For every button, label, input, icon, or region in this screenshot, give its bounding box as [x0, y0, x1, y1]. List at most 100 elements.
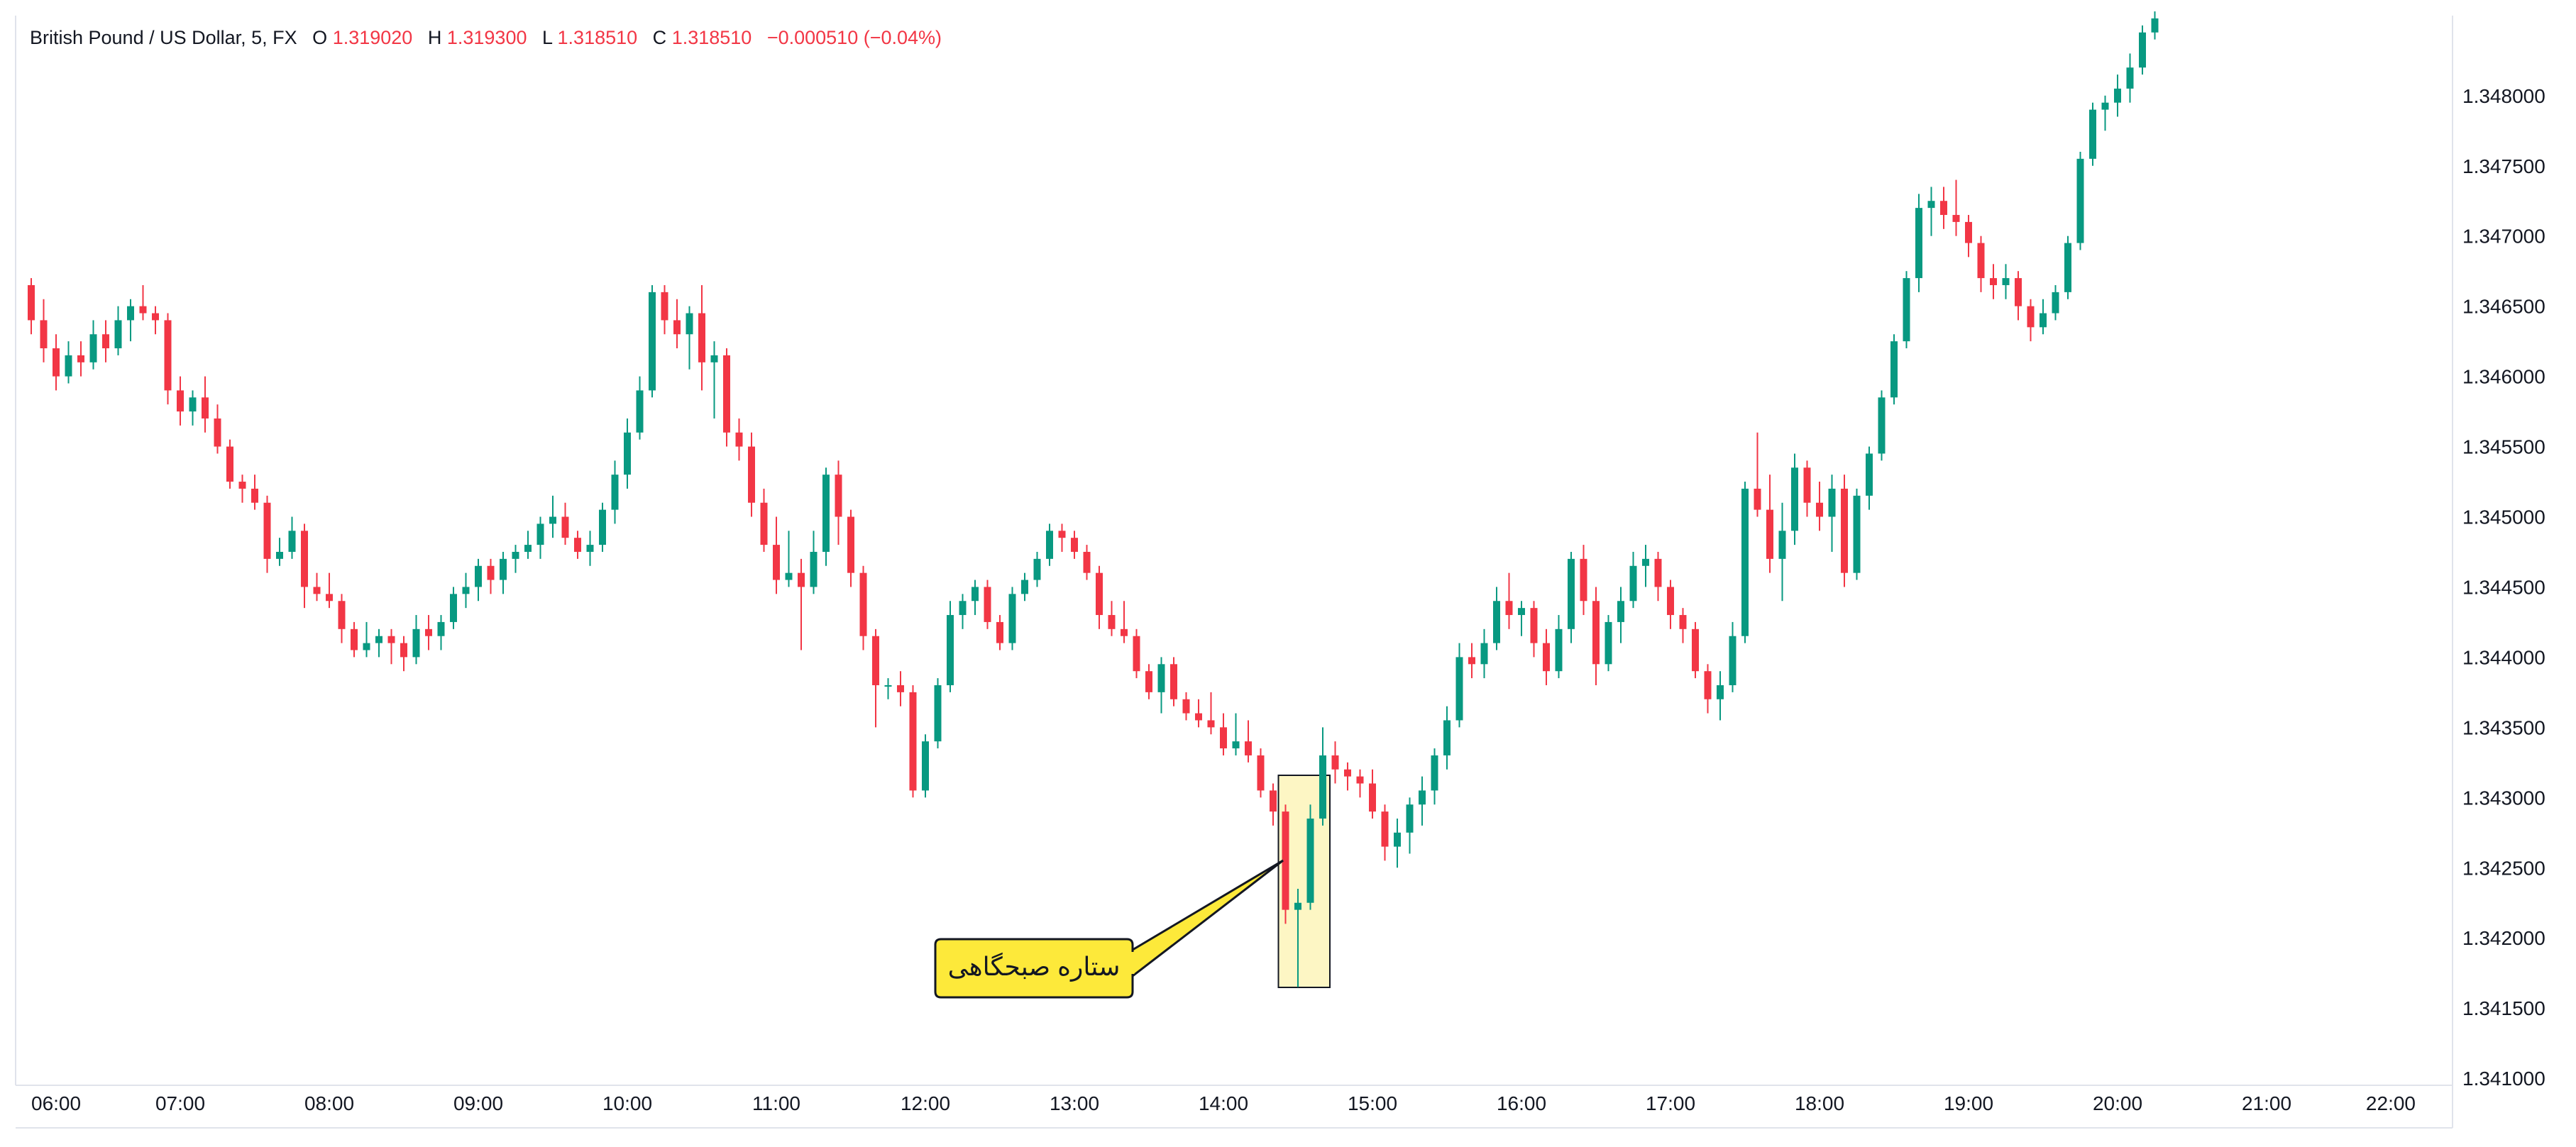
candle-body: [872, 636, 879, 685]
candle-body: [1791, 467, 1798, 531]
candle-body: [798, 572, 805, 587]
time-tick-label: 13:00: [1050, 1092, 1099, 1114]
candle: [114, 306, 122, 355]
candle: [1915, 194, 1922, 292]
price-axis[interactable]: 1.348000 1.347500 1.347000 1.346500 1.346000…: [2462, 85, 2545, 1090]
candle-body: [785, 572, 793, 580]
legend-symbol: British Pound / US Dollar, 5, FX: [30, 27, 297, 48]
candle-body: [599, 509, 606, 545]
candle-body: [1940, 201, 1947, 216]
price-tick-label: 1.346500: [2462, 296, 2545, 318]
time-tick-label: 20:00: [2093, 1092, 2142, 1114]
candle: [1803, 460, 1811, 517]
candle-body: [1021, 580, 1028, 594]
candle: [214, 404, 221, 454]
candle-body: [1530, 608, 1538, 643]
candle: [748, 432, 755, 517]
candle: [1866, 446, 1873, 510]
candle-body: [1990, 278, 1997, 285]
candle: [897, 671, 904, 707]
candle-body: [1344, 769, 1351, 777]
callout-bubble[interactable]: [934, 938, 1134, 999]
candle-body: [2126, 67, 2134, 89]
candle-body: [2089, 109, 2096, 159]
candle-body: [947, 615, 954, 685]
candle: [1704, 664, 1712, 714]
candle: [1990, 264, 1997, 299]
candle: [475, 558, 482, 602]
candle-body: [1046, 531, 1053, 559]
candle: [686, 306, 693, 370]
candle: [1480, 628, 1488, 679]
candle-body: [549, 516, 556, 524]
candle-body: [263, 502, 271, 559]
candle: [1977, 236, 1985, 292]
candle-body: [238, 482, 246, 489]
candle-body: [189, 397, 197, 412]
price-tick-label: 1.344000: [2462, 646, 2545, 668]
candle-body: [1866, 453, 1873, 496]
candle-body: [959, 601, 967, 616]
candle: [1369, 769, 1376, 819]
candle-body: [1058, 531, 1066, 538]
candle: [1555, 615, 1563, 679]
candle-body: [1543, 643, 1550, 672]
candle: [561, 502, 569, 545]
candle: [1021, 572, 1028, 602]
candle: [1853, 488, 1861, 580]
candle-body: [1145, 671, 1152, 692]
candle-body: [984, 587, 991, 622]
candle-body: [326, 594, 333, 602]
candle-body: [649, 292, 656, 391]
candle: [1518, 601, 1525, 636]
candle: [102, 320, 109, 362]
candle-body: [1903, 278, 1910, 342]
candle-body: [1220, 727, 1227, 749]
candle: [2015, 271, 2022, 321]
candle: [1121, 601, 1128, 643]
candle-body: [1841, 488, 1848, 573]
candle-body: [822, 475, 830, 552]
candle: [1654, 551, 1662, 602]
candle: [723, 348, 730, 447]
candle: [1306, 804, 1314, 910]
candle: [835, 460, 842, 545]
candle-body: [487, 565, 495, 580]
candle: [1133, 628, 1140, 679]
candle: [710, 341, 718, 419]
candle-body: [1157, 664, 1165, 692]
legend[interactable]: British Pound / US Dollar, 5, FX O 1.319…: [30, 27, 942, 48]
candle-body: [624, 432, 631, 475]
candle: [40, 299, 48, 362]
legend-open-value: 1.319020: [333, 27, 413, 48]
candle: [2064, 236, 2071, 299]
candle-body: [1629, 565, 1637, 602]
candle-body: [686, 313, 693, 335]
candle-body: [1182, 699, 1190, 714]
candle: [599, 502, 606, 552]
candle-body: [1766, 509, 1773, 559]
candle-body: [611, 475, 619, 510]
candle-body: [1071, 538, 1078, 552]
candle-body: [1319, 755, 1326, 819]
candle: [1642, 545, 1649, 587]
candle-body: [760, 502, 768, 545]
candle: [1108, 601, 1116, 636]
candle: [1778, 502, 1786, 602]
candle: [363, 621, 370, 658]
morning-star-callout[interactable]: ستاره صبحگاهی: [934, 859, 1284, 999]
candle-body: [698, 313, 705, 362]
time-axis[interactable]: 06:00 07:00 08:00 09:00 10:00 11:00 12:00 13:00…: [31, 1092, 2416, 1114]
candle-body: [1121, 628, 1128, 636]
candle-body: [636, 390, 644, 433]
candle-body: [1406, 804, 1414, 833]
candle: [177, 376, 184, 426]
candle: [1592, 587, 1600, 685]
legend-open-label: O: [312, 27, 327, 48]
candle: [1890, 334, 1898, 405]
candle-body: [425, 628, 432, 636]
candle-body: [1195, 713, 1202, 721]
candle: [884, 678, 892, 699]
